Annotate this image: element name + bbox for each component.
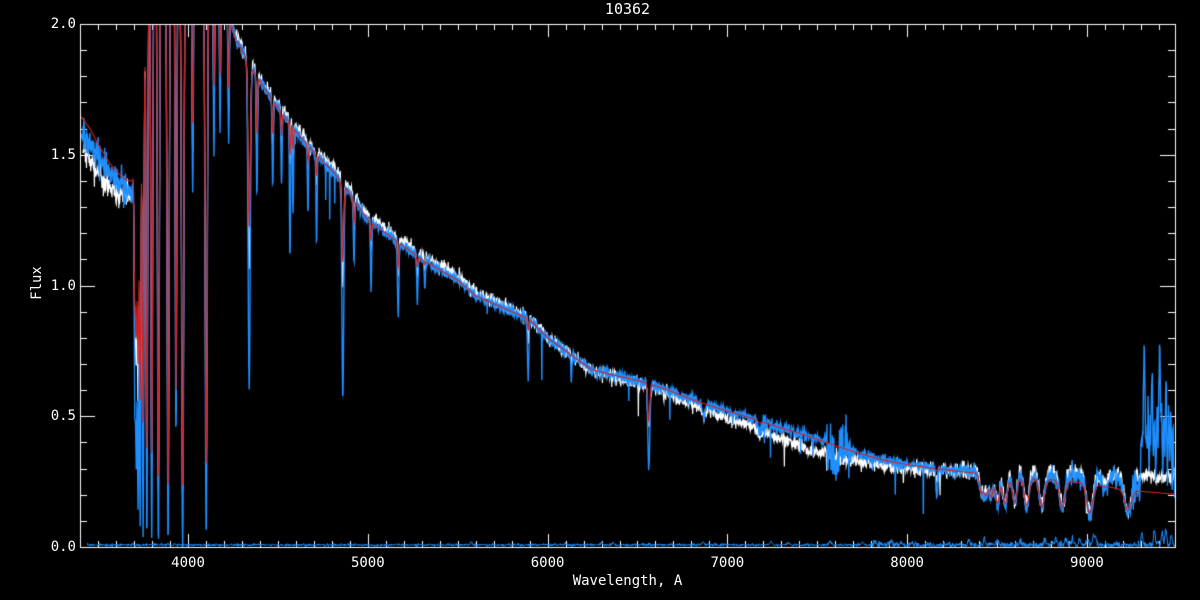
x-tick-label: 4000	[171, 555, 205, 571]
x-tick-label: 6000	[530, 555, 565, 571]
x-tick-label: 7000	[710, 555, 745, 571]
x-axis-label: Wavelength, A	[572, 573, 683, 589]
chart-title: 10362	[604, 0, 651, 18]
y-tick-label: 0.0	[50, 539, 76, 555]
x-tick-label: 9000	[1070, 555, 1104, 571]
x-tick-label: 8000	[890, 555, 924, 571]
y-tick-label: 1.5	[50, 146, 76, 163]
y-tick-label: 2.0	[50, 16, 76, 32]
y-tick-label: 1.0	[50, 277, 76, 294]
y-tick-label: 0.5	[50, 408, 76, 425]
x-tick-label: 5000	[350, 555, 385, 571]
